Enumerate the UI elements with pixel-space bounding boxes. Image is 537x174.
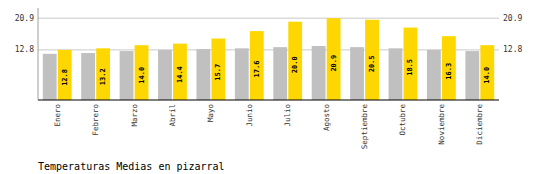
bars	[43, 18, 494, 100]
bar	[196, 49, 210, 100]
bar	[158, 50, 172, 100]
y2-tick-label: 12.8	[503, 45, 522, 54]
bar	[81, 53, 95, 100]
data-label: 20.0	[291, 56, 299, 73]
bar	[96, 48, 110, 100]
data-label: 18.5	[406, 59, 414, 76]
x-tick-label: Abril	[168, 104, 177, 127]
bar	[211, 39, 225, 100]
x-tick-label: Mayo	[206, 104, 215, 123]
bar	[273, 47, 287, 100]
y-tick-label: 20.9	[15, 14, 34, 23]
bar	[235, 48, 249, 100]
chart: 12.8 20.9 12.8 20.9 12.8 13.2 14.0 14.4 15.7 17.6…	[0, 0, 537, 174]
data-label: 20.5	[368, 55, 376, 72]
bar	[404, 28, 418, 100]
data-label: 15.7	[214, 64, 222, 81]
bar	[365, 20, 379, 100]
bar	[442, 36, 456, 100]
x-tick-label: Enero	[53, 104, 62, 127]
x-tick-label: Julio	[283, 104, 292, 127]
x-tick-label: Diciembre	[475, 104, 484, 145]
y-tick-label: 12.8	[15, 45, 34, 54]
y2-tick-label: 20.9	[503, 14, 522, 23]
data-label: 17.6	[253, 61, 261, 78]
x-axis-line	[38, 99, 499, 100]
bar	[135, 45, 149, 100]
x-tick-label: Marzo	[130, 104, 139, 127]
x-tick-label: Agosto	[322, 104, 331, 132]
data-label: 14.0	[483, 67, 491, 84]
bar	[173, 44, 187, 100]
x-tick-label: Junio	[245, 104, 254, 127]
data-label: 14.0	[138, 67, 146, 84]
bar	[465, 51, 479, 100]
y-axis-line	[38, 8, 39, 100]
data-label: 16.3	[445, 63, 453, 80]
bar	[288, 22, 302, 100]
bar	[480, 45, 494, 100]
bar	[43, 54, 57, 100]
x-tick-label: Noviembre	[437, 104, 446, 145]
x-tick-label: Octubre	[398, 104, 407, 136]
bar	[120, 51, 134, 100]
bar	[250, 31, 264, 100]
data-label: 14.4	[176, 66, 184, 83]
data-label: 13.2	[99, 68, 107, 85]
x-tick-label: Septiembre	[360, 104, 369, 150]
bar	[389, 48, 403, 100]
bar	[327, 18, 341, 100]
bar	[58, 50, 72, 100]
bar	[350, 47, 364, 100]
x-tick-label: Febrero	[91, 104, 100, 136]
data-label: 12.8	[61, 69, 69, 86]
bar	[312, 46, 326, 100]
bar	[427, 50, 441, 100]
data-label: 20.9	[330, 55, 338, 72]
grid-line	[38, 18, 499, 19]
title: Temperaturas Medias en pizarral	[38, 161, 225, 172]
